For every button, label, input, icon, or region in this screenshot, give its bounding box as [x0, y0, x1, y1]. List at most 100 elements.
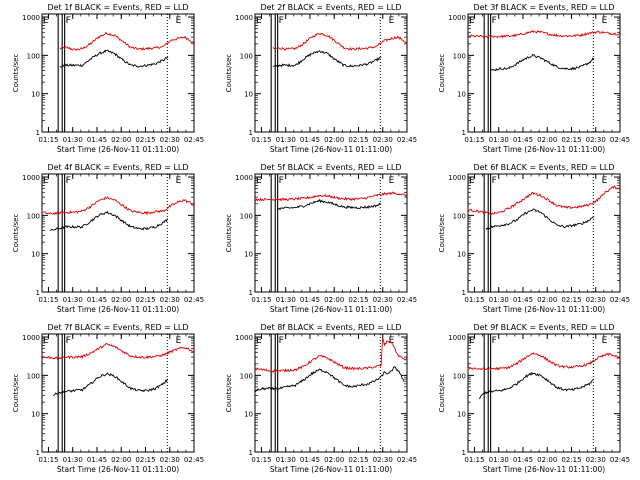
x-tick-label: 02:00: [537, 296, 557, 304]
event-marker-label: E: [176, 336, 182, 346]
lld-series-line: [59, 31, 195, 52]
x-tick-label: 02:30: [373, 136, 393, 144]
y-tick-label: 10: [31, 251, 40, 259]
x-axis-label: Start Time (26-Nov-11 01:11:00): [57, 465, 179, 474]
x-tick-label: 01:45: [513, 296, 533, 304]
x-tick-label: 01:45: [513, 136, 533, 144]
y-tick-label: 1: [462, 129, 466, 137]
x-tick-label: 01:15: [38, 136, 58, 144]
x-tick-label: 02:45: [184, 456, 204, 464]
x-axis-label: Start Time (26-Nov-11 01:11:00): [270, 145, 392, 154]
x-axis-label: Start Time (26-Nov-11 01:11:00): [57, 305, 179, 314]
x-tick-label: 02:00: [324, 456, 344, 464]
x-tick-label: 02:15: [348, 296, 368, 304]
x-tick-label: 01:15: [251, 456, 271, 464]
x-tick-label: 02:30: [586, 136, 606, 144]
plot-frame: [254, 13, 408, 133]
event-marker-label: F: [279, 336, 284, 346]
chart-panel-6: Det 6f BLACK = Events, RED = LLD 1 10 100 10…: [438, 163, 630, 314]
chart-title: Det 2f BLACK = Events, RED = LLD: [260, 3, 401, 12]
chart-title: Det 8f BLACK = Events, RED = LLD: [260, 323, 401, 332]
events-series-line: [478, 371, 595, 400]
chart-panel-4: Det 4f BLACK = Events, RED = LLD 1 10 100 10…: [12, 163, 204, 314]
y-tick-label: 100: [27, 52, 40, 60]
plot-frame: [467, 173, 621, 293]
events-series-line: [490, 53, 595, 72]
y-tick-label: 1: [249, 449, 253, 457]
plot-frame: [254, 173, 408, 293]
y-tick-label: 1000: [22, 174, 40, 182]
x-tick-label: 02:45: [610, 296, 630, 304]
y-tick-label: 10: [244, 251, 253, 259]
x-axis-label: Start Time (26-Nov-11 01:11:00): [270, 305, 392, 314]
x-tick-label: 02:00: [111, 296, 131, 304]
chart-title: Det 6f BLACK = Events, RED = LLD: [473, 163, 614, 172]
event-marker-label: E: [176, 16, 182, 26]
event-marker-label: E: [256, 336, 262, 346]
y-axis-label: Counts/sec: [225, 54, 233, 93]
event-marker-label: E: [602, 16, 608, 26]
plot-frame: [254, 333, 408, 453]
y-tick-label: 100: [240, 52, 253, 60]
x-axis-label: Start Time (26-Nov-11 01:11:00): [270, 465, 392, 474]
y-tick-label: 1000: [22, 334, 40, 342]
event-marker-label: F: [279, 16, 284, 26]
events-series-line: [49, 210, 169, 232]
chart-panel-9: Det 9f BLACK = Events, RED = LLD 1 10 100 10…: [438, 323, 630, 474]
x-tick-label: 02:30: [373, 456, 393, 464]
x-tick-label: 02:15: [561, 456, 581, 464]
plot-frame: [41, 13, 195, 133]
x-tick-label: 02:00: [111, 136, 131, 144]
x-tick-label: 01:30: [489, 136, 509, 144]
x-tick-label: 02:00: [111, 456, 131, 464]
chart-panel-3: Det 3f BLACK = Events, RED = LLD 1 10 100 10…: [438, 3, 630, 154]
y-tick-label: 100: [27, 372, 40, 380]
x-tick-label: 01:45: [87, 136, 107, 144]
x-tick-label: 01:15: [464, 296, 484, 304]
event-marker-label: E: [43, 336, 49, 346]
y-tick-label: 1000: [448, 14, 466, 22]
x-tick-label: 02:15: [135, 296, 155, 304]
chart-panel-7: Det 7f BLACK = Events, RED = LLD 1 10 100 10…: [12, 323, 204, 474]
lld-series-line: [254, 337, 408, 373]
y-tick-label: 1000: [235, 14, 253, 22]
x-axis-label: Start Time (26-Nov-11 01:11:00): [483, 305, 605, 314]
chart-title: Det 7f BLACK = Events, RED = LLD: [47, 323, 188, 332]
x-tick-label: 02:30: [586, 456, 606, 464]
event-marker-label: E: [389, 16, 395, 26]
events-series-line: [53, 372, 169, 397]
y-tick-label: 100: [240, 372, 253, 380]
event-marker-label: F: [66, 176, 71, 186]
x-tick-label: 01:30: [63, 456, 83, 464]
x-tick-label: 02:45: [610, 136, 630, 144]
y-tick-label: 1: [36, 129, 40, 137]
y-tick-label: 10: [244, 91, 253, 99]
event-marker-label: E: [43, 16, 49, 26]
event-marker-label: F: [492, 176, 497, 186]
lld-series-line: [254, 191, 408, 202]
lld-series-line: [467, 185, 621, 215]
event-marker-label: F: [279, 176, 284, 186]
chart-title: Det 5f BLACK = Events, RED = LLD: [260, 163, 401, 172]
chart-title: Det 9f BLACK = Events, RED = LLD: [473, 323, 614, 332]
x-tick-label: 02:00: [537, 136, 557, 144]
chart-title: Det 3f BLACK = Events, RED = LLD: [473, 3, 614, 12]
y-tick-label: 10: [31, 411, 40, 419]
event-marker-label: E: [43, 176, 49, 186]
x-tick-label: 01:45: [87, 456, 107, 464]
chart-panel-1: Det 1f BLACK = Events, RED = LLD 1 10 100 10…: [12, 3, 204, 154]
x-tick-label: 02:00: [537, 456, 557, 464]
x-tick-label: 02:30: [586, 296, 606, 304]
event-marker-label: F: [66, 336, 71, 346]
y-tick-label: 100: [453, 212, 466, 220]
x-tick-label: 02:00: [324, 136, 344, 144]
x-tick-label: 02:00: [324, 296, 344, 304]
lld-series-line: [467, 29, 621, 39]
plot-frame: [41, 333, 195, 453]
x-tick-label: 01:30: [276, 456, 296, 464]
event-marker-label: E: [469, 336, 475, 346]
x-tick-label: 02:30: [160, 136, 180, 144]
event-marker-label: E: [469, 176, 475, 186]
y-tick-label: 1: [462, 449, 466, 457]
